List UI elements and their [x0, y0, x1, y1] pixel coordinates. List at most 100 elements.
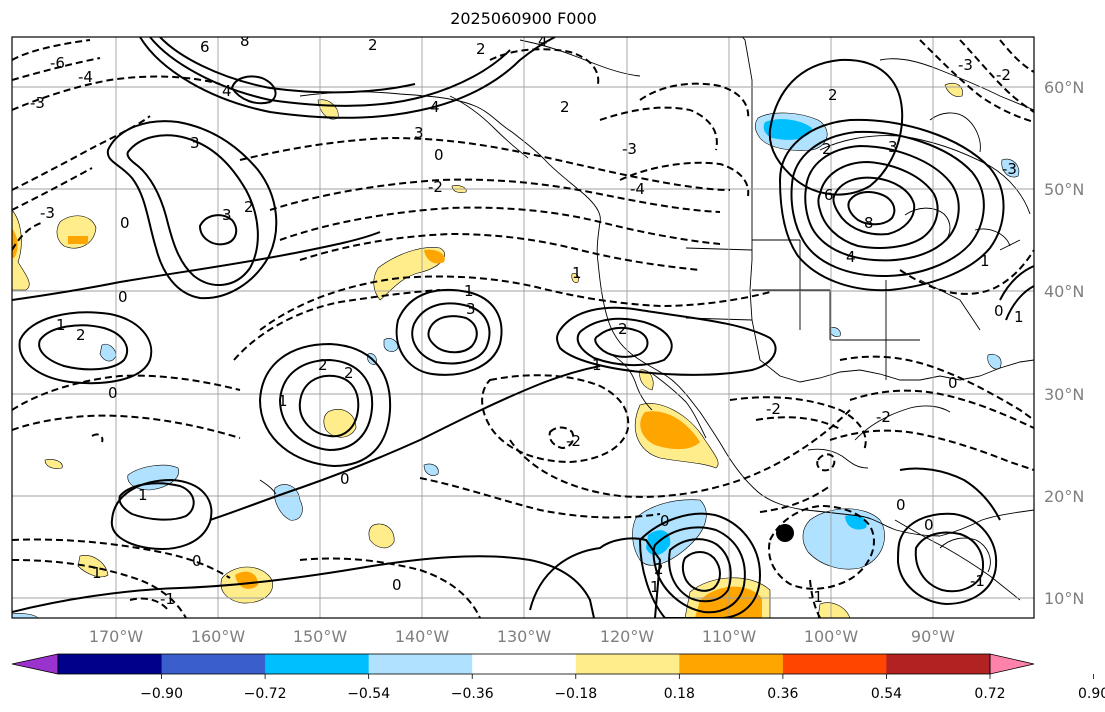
lon-label: 150°W: [293, 627, 348, 646]
lon-label: 90°W: [911, 627, 955, 646]
lon-label: 140°W: [395, 627, 450, 646]
colorbar-swatch: [265, 654, 370, 674]
svg-text:-3: -3: [30, 94, 45, 112]
svg-text:0: 0: [192, 552, 202, 570]
lat-label: 20°N: [1044, 487, 1084, 506]
colorbar-tick-label: −0.18: [554, 686, 597, 702]
colorbar-tick-label: −0.72: [244, 686, 287, 702]
svg-text:-3: -3: [1002, 160, 1017, 178]
colorbar-swatch: [368, 654, 473, 674]
svg-text:4: 4: [222, 82, 232, 100]
coastline-layer: [259, 37, 1034, 601]
svg-text:-2: -2: [428, 178, 443, 196]
colorbar-swatch: [679, 654, 784, 674]
colorbar-swatch: [472, 654, 577, 674]
svg-text:-2: -2: [996, 66, 1011, 84]
colorbar-tick-label: 0.18: [664, 686, 695, 702]
colorbar-tick-label: −0.36: [451, 686, 494, 702]
colorbar-outline: [57, 653, 991, 675]
svg-text:2: 2: [368, 36, 378, 54]
colorbar-tick-label: 0.54: [871, 686, 902, 702]
svg-text:0: 0: [434, 146, 444, 164]
lat-label: 10°N: [1044, 589, 1084, 608]
colorbar-swatch: [575, 654, 680, 674]
lon-label: 160°W: [191, 627, 246, 646]
lat-label: 50°N: [1044, 180, 1084, 199]
svg-text:4: 4: [430, 98, 440, 116]
svg-text:0: 0: [118, 288, 128, 306]
colorbar-swatch: [886, 654, 991, 674]
colorbar-tick-label: 0.72: [974, 686, 1005, 702]
svg-text:2: 2: [244, 198, 254, 216]
storm-center-dot: [776, 524, 794, 542]
svg-text:4: 4: [846, 248, 856, 266]
svg-text:0: 0: [660, 512, 670, 530]
longitude-labels: 170°W 160°W 150°W 140°W 130°W 120°W 110°…: [89, 627, 955, 646]
svg-text:3: 3: [414, 124, 424, 142]
lon-label: 170°W: [89, 627, 144, 646]
contour-labels: -6 -4 -3 6 8 4 3 2 3 0 -3 0 1 2 0 2 2 1 …: [30, 32, 1024, 608]
svg-text:1: 1: [56, 316, 66, 334]
svg-text:0: 0: [108, 384, 118, 402]
svg-text:-4: -4: [78, 68, 93, 86]
svg-text:3: 3: [222, 206, 232, 224]
svg-text:2: 2: [76, 326, 86, 344]
lat-label: 30°N: [1044, 385, 1084, 404]
svg-text:1: 1: [592, 356, 602, 374]
lon-label: 130°W: [497, 627, 552, 646]
map-frame: [11, 36, 1035, 619]
svg-text:-2: -2: [566, 432, 581, 450]
svg-text:2: 2: [618, 320, 628, 338]
colorbar-tick-label: 0.90: [1078, 686, 1105, 702]
svg-text:6: 6: [824, 186, 834, 204]
svg-text:2: 2: [822, 140, 832, 158]
svg-text:3: 3: [888, 138, 898, 156]
svg-text:1: 1: [278, 392, 288, 410]
svg-text:1: 1: [572, 264, 582, 282]
svg-text:-3: -3: [958, 56, 973, 74]
svg-text:-1: -1: [808, 588, 823, 606]
lon-label: 120°W: [600, 627, 655, 646]
svg-text:1: 1: [980, 252, 990, 270]
svg-text:3: 3: [466, 300, 476, 318]
svg-text:0: 0: [340, 470, 350, 488]
svg-text:0: 0: [994, 302, 1004, 320]
svg-text:0: 0: [896, 496, 906, 514]
svg-text:-4: -4: [630, 180, 645, 198]
colorbar-swatch: [782, 654, 887, 674]
colorbar-tick-label: 0.36: [767, 686, 798, 702]
negative-contours: [12, 39, 1034, 618]
svg-text:-1: -1: [160, 590, 175, 608]
svg-text:1: 1: [138, 486, 148, 504]
colorbar-swatch: [58, 654, 163, 674]
svg-text:2: 2: [654, 560, 664, 578]
svg-text:-3: -3: [40, 204, 55, 222]
lat-label: 60°N: [1044, 78, 1084, 97]
svg-text:1: 1: [464, 282, 474, 300]
colorbar-ticks: −0.90 −0.72 −0.54 −0.36 −0.18 0.18 0.36 0.54 0.7…: [140, 674, 1105, 702]
lon-label: 110°W: [702, 627, 757, 646]
colorbar-extend-high: [989, 653, 1035, 675]
svg-text:8: 8: [240, 32, 250, 50]
svg-text:-2: -2: [766, 400, 781, 418]
svg-text:-1: -1: [970, 572, 985, 590]
svg-text:1: 1: [650, 578, 660, 596]
colorbar-swatches: [58, 654, 991, 674]
svg-text:4: 4: [538, 32, 548, 50]
svg-text:-6: -6: [50, 54, 65, 72]
colorbar: −0.90 −0.72 −0.54 −0.36 −0.18 0.18 0.36 0.54 0.7…: [11, 653, 1105, 702]
svg-text:8: 8: [864, 214, 874, 232]
svg-text:-2: -2: [876, 408, 891, 426]
svg-text:2: 2: [476, 40, 486, 58]
lat-label: 40°N: [1044, 282, 1084, 301]
map-title: 2025060900 F000: [450, 9, 597, 28]
svg-text:3: 3: [190, 134, 200, 152]
svg-text:2: 2: [318, 356, 328, 374]
colorbar-tick-label: −0.54: [347, 686, 390, 702]
colorbar-extend-low: [11, 653, 59, 675]
svg-text:2: 2: [560, 98, 570, 116]
svg-text:2: 2: [828, 86, 838, 104]
svg-text:6: 6: [200, 38, 210, 56]
svg-text:0: 0: [924, 516, 934, 534]
